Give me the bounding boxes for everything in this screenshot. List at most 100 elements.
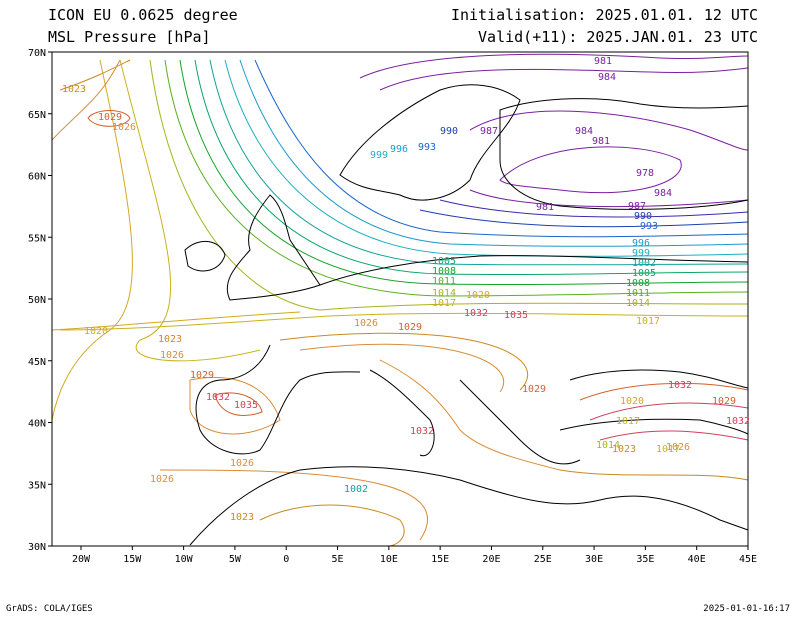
isobar-label: 1020 [466,290,490,301]
isobar-label: 981 [536,202,554,213]
isobar-label: 1017 [432,298,456,309]
lon-label: 0 [283,554,289,565]
isobar-label: 1029 [98,112,122,123]
isobar-label: 1014 [432,288,456,299]
lon-label: 30E [585,554,603,565]
isobar-label: 987 [480,126,498,137]
isobar-label: 990 [440,126,458,137]
lat-label: 70N [28,48,46,59]
init-time: Initialisation: 2025.01.01. 12 UTC [450,6,758,24]
isobar-label: 993 [418,142,436,153]
isobar-label: 1032 [410,426,434,437]
isobar-label: 1008 [626,278,650,289]
isobar-label: 1017 [636,316,660,327]
isobar-label: 1029 [398,322,422,333]
isobar-label: 1029 [712,396,736,407]
isobar-label: 978 [636,168,654,179]
isobar-label: 999 [632,248,650,259]
lat-label: 30N [28,542,46,553]
isobar-label: 1008 [432,266,456,277]
isobar-label: 981 [594,56,612,67]
isobar-label: 1032 [206,392,230,403]
lon-label: 5E [332,554,344,565]
isobar-label: 1026 [354,318,378,329]
lon-axis: 20W 15W 10W 5W 0 5E 10E 15E 20E 25E 30E 35E 40E 45E [72,546,757,565]
isobar-label: 990 [634,211,652,222]
isobar-label: 981 [592,136,610,147]
isobar-label: 1014 [626,298,650,309]
lon-label: 15W [123,554,142,565]
scandinavia-outline [339,84,521,201]
lon-label: 25E [534,554,552,565]
isobar-label: 1029 [190,370,214,381]
lon-label: 20E [482,554,500,565]
isobar-label: 1026 [150,474,174,485]
lat-label: 40N [28,419,46,430]
black-sea-north [569,369,749,389]
lat-label: 60N [28,172,46,183]
lon-label: 35E [636,554,654,565]
isobar-label: 987 [628,201,646,212]
isobar-label: 1011 [432,276,456,287]
lat-label: 35N [28,480,46,491]
lon-label: 45E [739,554,757,565]
software-credit: GrADS: COLA/IGES [6,604,93,614]
italy-outline [369,369,435,457]
lon-label: 10E [380,554,398,565]
britain-outline [226,194,321,301]
lon-label: 20W [72,554,91,565]
isobar-label: 1017 [616,416,640,427]
lat-axis: 70N 65N 60N 55N 50N 45N 40N 35N 30N [28,48,52,553]
contour-label-layer: 1023102910269849819879909939969999849819… [62,56,750,523]
isobar-label: 1020 [84,326,108,337]
isobar-label: 984 [598,72,616,83]
iberia-outline [195,344,361,455]
isobar-label: 999 [370,150,388,161]
isobar-label: 1002 [632,258,656,269]
isobar-label: 1014 [596,440,620,451]
isobar-label: 1029 [522,384,546,395]
isobar-label: 984 [654,188,672,199]
isobar-label: 1011 [626,288,650,299]
balkans-outline [459,379,581,465]
isobar-label: 1032 [464,308,488,319]
isobar-label: 1026 [112,122,136,133]
anatolia-outline [559,418,749,435]
isobar-label: 1026 [666,442,690,453]
isobar-label: 1023 [62,84,86,95]
lat-label: 65N [28,110,46,121]
isobar-label: 1032 [726,416,750,427]
isobar-label: 996 [390,144,408,155]
isobar-label: 1035 [234,400,258,411]
isobar-label: 1023 [612,444,636,455]
africa-coast [189,466,749,546]
lon-label: 15E [431,554,449,565]
north-coast [319,255,749,286]
isobar-label: 996 [632,238,650,249]
finland-russia-outline [499,98,749,210]
lon-label: 40E [688,554,706,565]
isobar-label: 1026 [230,458,254,469]
coastline-layer [184,84,749,546]
isobar-layer [51,53,749,547]
lat-label: 55N [28,233,46,244]
isobar-label: 1005 [432,256,456,267]
ireland-outline [184,240,226,272]
isobar-label: 1005 [632,268,656,279]
render-timestamp: 2025-01-01-16:17 [703,604,790,614]
isobar-label: 1023 [158,334,182,345]
isobar-label: 1017 [656,444,680,455]
isobar-label: 1023 [230,512,254,523]
lon-label: 10W [175,554,194,565]
isobar-label: 993 [640,221,658,232]
field-title: MSL Pressure [hPa] [48,28,211,46]
valid-time: Valid(+11): 2025.JAN.01. 23 UTC [478,28,758,46]
isobar-label: 1002 [344,484,368,495]
lat-label: 50N [28,295,46,306]
isobar-label: 1020 [620,396,644,407]
isobar-label: 1026 [160,350,184,361]
isobar-label: 1032 [668,380,692,391]
lon-label: 5W [229,554,242,565]
